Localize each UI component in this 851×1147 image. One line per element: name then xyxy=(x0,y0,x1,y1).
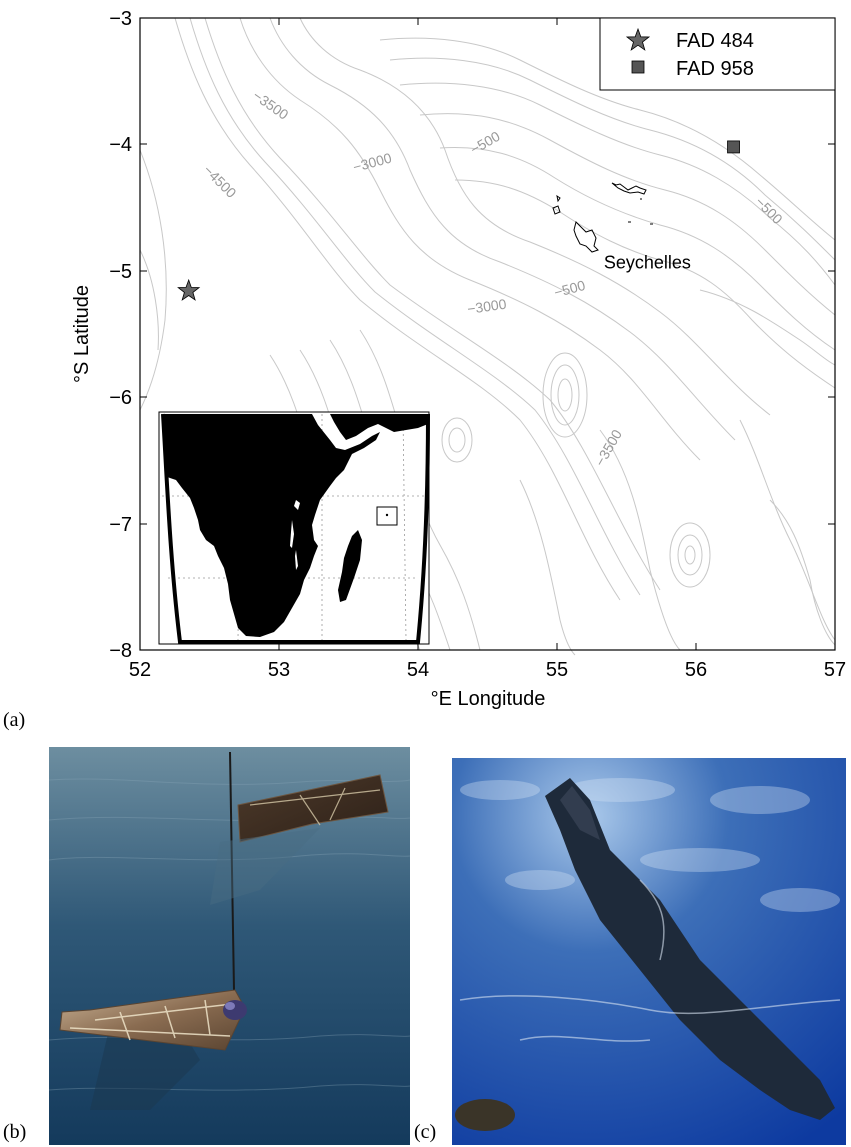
contour-label: −4500 xyxy=(200,162,239,201)
seychelles-dot xyxy=(385,513,389,517)
y-axis-label: °S Latitude xyxy=(71,285,93,383)
study-area-box xyxy=(376,506,398,526)
x-axis-label: °E Longitude xyxy=(431,688,546,710)
inset-lake xyxy=(290,520,294,548)
contour-label: −3000 xyxy=(351,149,393,175)
legend-box xyxy=(599,17,836,91)
seychelles-islands xyxy=(552,182,653,253)
panel-label-b: (b) xyxy=(3,1121,26,1143)
x-tick-labels: 52 53 54 55 56 57 xyxy=(129,659,846,681)
fad-markers xyxy=(177,140,740,301)
x-tick-label: 55 xyxy=(546,659,568,681)
x-tick-label: 53 xyxy=(268,659,290,681)
inset-lake xyxy=(294,500,300,510)
panel-label-c: (c) xyxy=(414,1121,436,1143)
x-tick-label: 52 xyxy=(129,659,151,681)
arabia-landmass xyxy=(330,414,428,440)
y-tick-label: −3 xyxy=(109,8,132,30)
y-tick-label: −8 xyxy=(109,640,132,662)
madagascar-landmass xyxy=(338,530,362,602)
contour-label: −500 xyxy=(752,194,786,228)
legend-label-fad-484: FAD 484 xyxy=(676,30,754,52)
x-tick-label: 57 xyxy=(824,659,846,681)
y-tick-labels: −3 −4 −5 −6 −7 −8 xyxy=(109,8,132,662)
inset-curved-border xyxy=(161,413,430,644)
y-tick-label: −4 xyxy=(109,134,132,156)
y-tick-label: −6 xyxy=(109,387,132,409)
contour-label: −3000 xyxy=(466,296,507,317)
inset-lake xyxy=(295,550,298,570)
locator-inset-map xyxy=(158,411,430,645)
y-tick-label: −7 xyxy=(109,514,132,536)
photo-fad-surface xyxy=(48,747,411,1145)
x-tick-label: 54 xyxy=(407,659,429,681)
contour-label: −500 xyxy=(467,128,502,158)
star-marker-icon xyxy=(625,27,651,51)
square-marker-icon xyxy=(631,60,645,74)
africa-landmass xyxy=(165,414,380,637)
map-axes-frame xyxy=(139,17,836,651)
contour-label: −3500 xyxy=(250,87,292,123)
fad-484-star-icon xyxy=(177,278,201,301)
y-tick-label: −5 xyxy=(109,261,132,283)
fad-958-square-icon xyxy=(727,140,740,154)
seychelles-label: Seychelles xyxy=(604,252,691,272)
x-tick-label: 56 xyxy=(685,659,707,681)
contour-label: −3500 xyxy=(592,427,626,469)
legend: FAD 484 FAD 958 xyxy=(599,17,836,91)
contour-label: −500 xyxy=(552,277,587,301)
bathymetry-map: 52 53 54 55 56 57 −3 −4 −5 −6 −7 −8 °E L… xyxy=(71,8,846,710)
photo-fad-underwater xyxy=(452,758,846,1145)
panel-label-a: (a) xyxy=(3,709,25,731)
legend-label-fad-958: FAD 958 xyxy=(676,58,754,80)
